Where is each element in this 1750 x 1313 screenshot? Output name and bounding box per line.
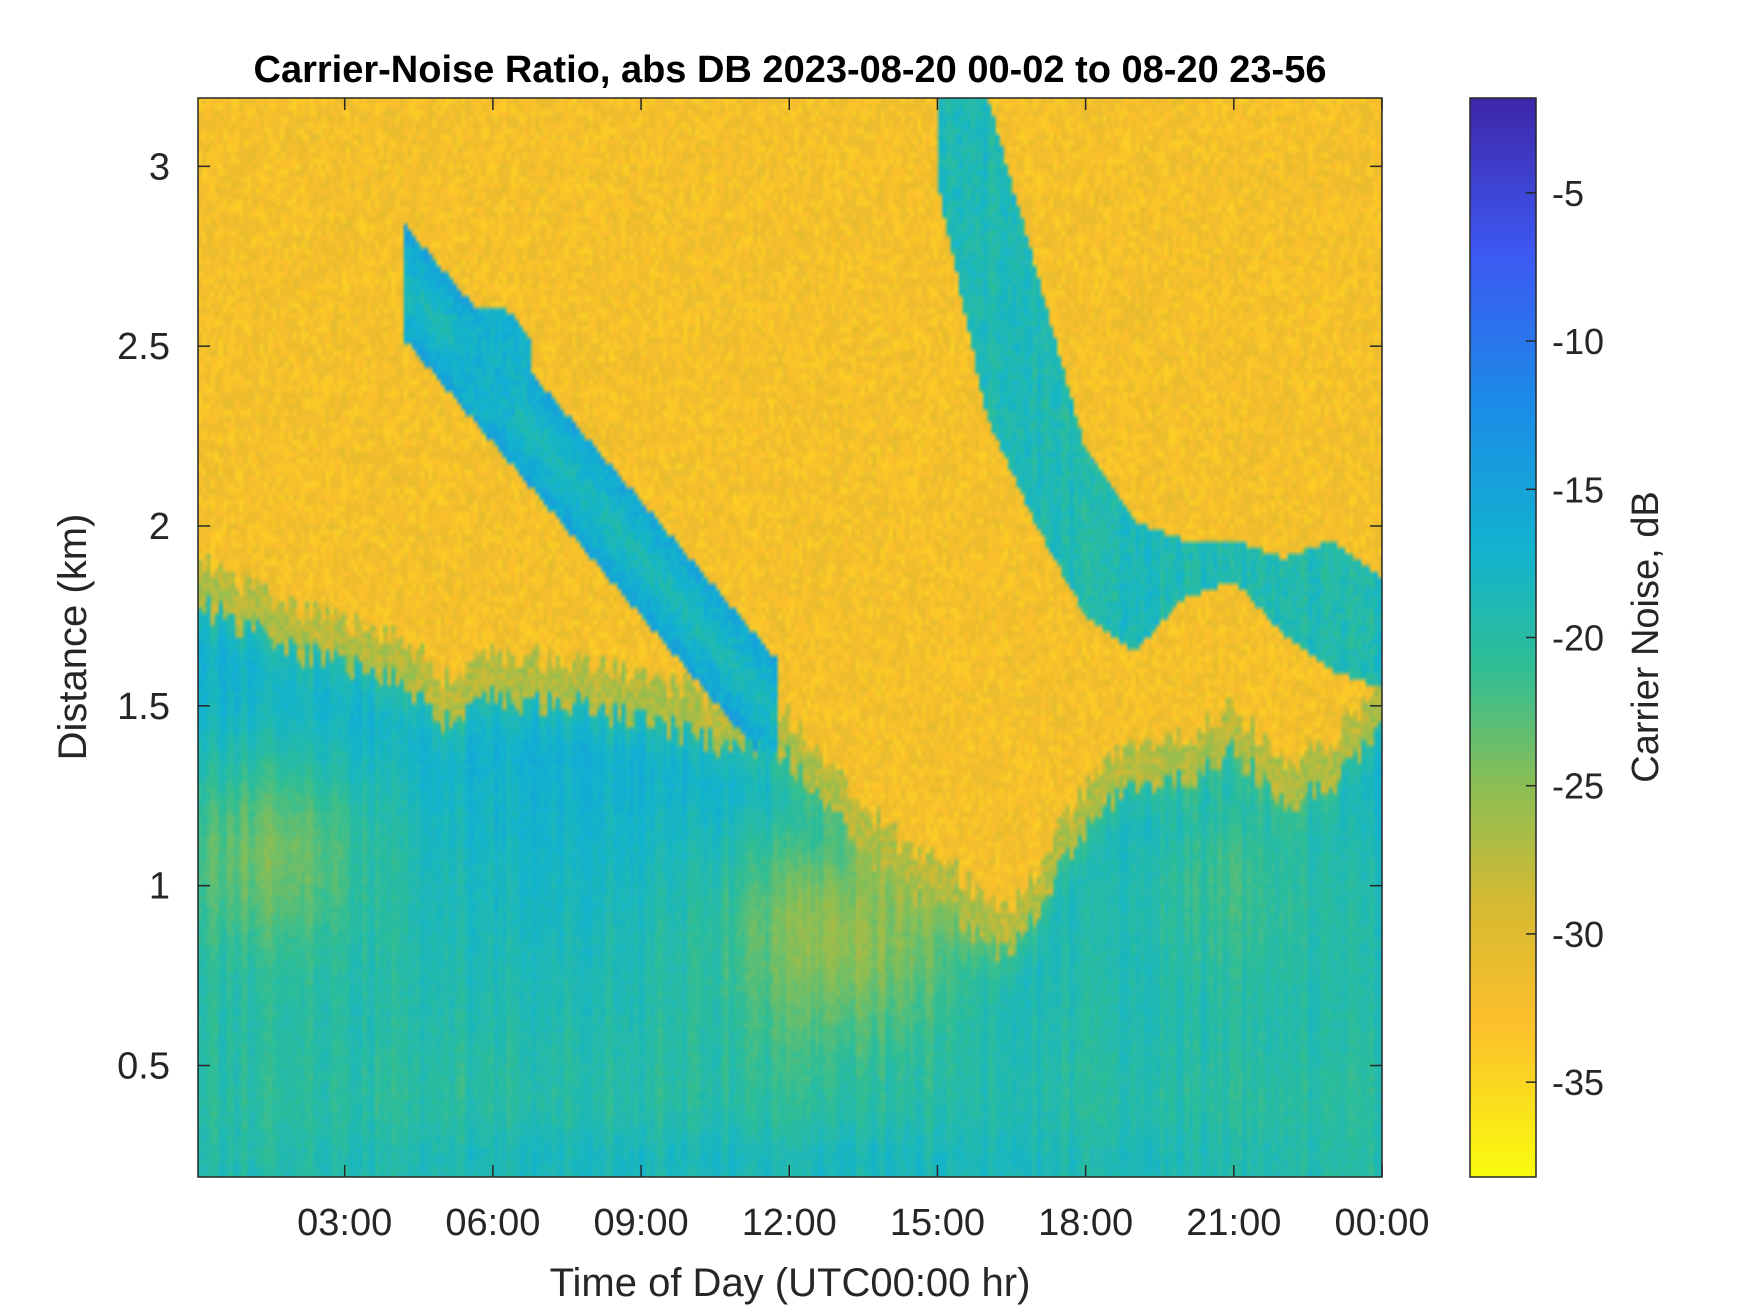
colorbar-tick-label: -5 xyxy=(1552,173,1584,214)
y-tick-label: 1.5 xyxy=(117,686,170,728)
x-tick-label: 03:00 xyxy=(297,1202,392,1244)
colorbar-tick-label: -35 xyxy=(1552,1062,1604,1103)
colorbar-tick-label: -20 xyxy=(1552,618,1604,659)
y-tick-label: 2 xyxy=(149,506,170,548)
colorbar-ticks: -35 -30 -25 -20 -15 -10 -5 xyxy=(1526,173,1604,1103)
y-tick-label: 1 xyxy=(149,866,170,908)
colorbar-tick-label: -15 xyxy=(1552,469,1604,510)
x-tick-label: 18:00 xyxy=(1038,1202,1133,1244)
colorbar-tick-label: -30 xyxy=(1552,914,1604,955)
x-tick-label: 00:00 xyxy=(1334,1202,1429,1244)
x-tick-label: 06:00 xyxy=(445,1202,540,1244)
y-tick-label: 0.5 xyxy=(117,1046,170,1088)
colorbar-gradient xyxy=(1469,97,1537,1178)
y-axis-label: Distance (km) xyxy=(51,514,95,761)
x-tick-label: 21:00 xyxy=(1186,1202,1281,1244)
colorbar-tick-label: -10 xyxy=(1552,321,1604,362)
colorbar-tick-label: -25 xyxy=(1552,766,1604,807)
colorbar: -35 -30 -25 -20 -15 -10 -5 xyxy=(1469,97,1604,1178)
x-axis-ticks: 03:00 06:00 09:00 12:00 15:00 18:00 21:00 00:00 xyxy=(297,98,1430,1244)
y-axis-ticks: 0.5 1 1.5 2 2.5 3 xyxy=(117,146,1382,1088)
x-tick-label: 09:00 xyxy=(594,1202,689,1244)
heatmap-image xyxy=(198,98,1382,1177)
chart-title: Carrier-Noise Ratio, abs DB 2023-08-20 0… xyxy=(254,49,1327,91)
colorbar-label: Carrier Noise, dB xyxy=(1625,491,1667,782)
x-tick-label: 15:00 xyxy=(890,1202,985,1244)
y-tick-label: 2.5 xyxy=(117,326,170,368)
x-axis-label: Time of Day (UTC00:00 hr) xyxy=(550,1261,1031,1305)
heatmap-plot: 03:00 06:00 09:00 12:00 15:00 18:00 21:00 00:00… xyxy=(117,97,1430,1244)
x-tick-label: 12:00 xyxy=(742,1202,837,1244)
y-tick-label: 3 xyxy=(149,146,170,188)
